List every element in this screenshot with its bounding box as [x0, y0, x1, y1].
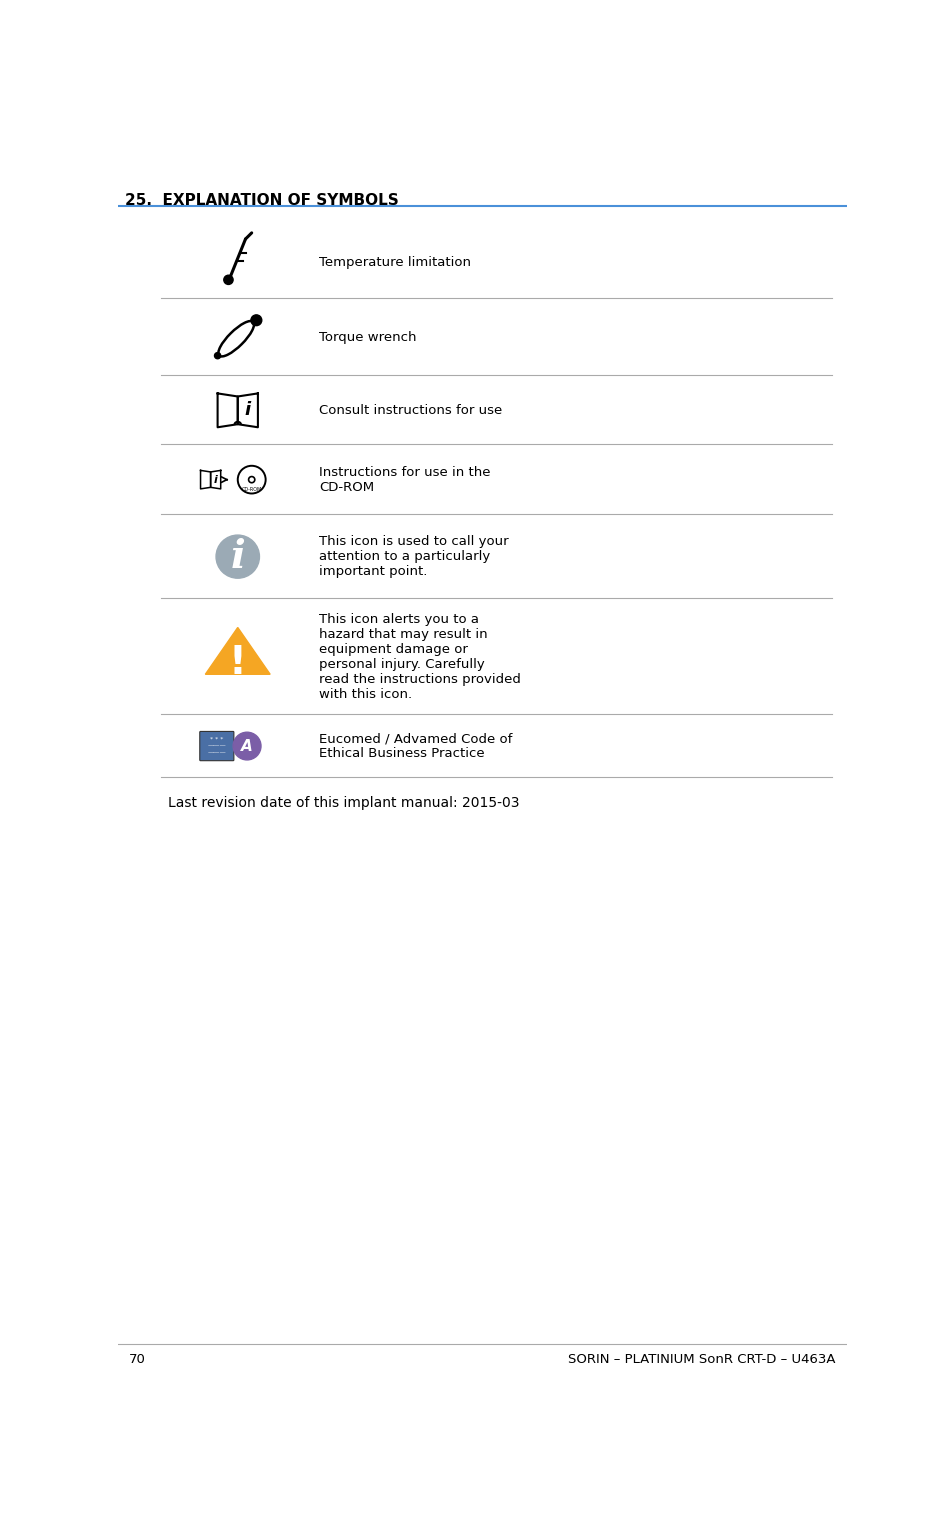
Text: 25.  EXPLANATION OF SYMBOLS: 25. EXPLANATION OF SYMBOLS	[125, 193, 399, 208]
Text: 70: 70	[129, 1352, 146, 1366]
Circle shape	[216, 535, 260, 578]
Polygon shape	[205, 627, 270, 675]
Text: Eucomed / Advamed Code of
Ethical Business Practice: Eucomed / Advamed Code of Ethical Busine…	[319, 733, 513, 760]
Text: Temperature limitation: Temperature limitation	[319, 256, 471, 268]
Text: This icon alerts you to a
hazard that may result in
equipment damage or
personal: This icon alerts you to a hazard that ma…	[319, 613, 521, 701]
Text: !: !	[229, 644, 247, 682]
Circle shape	[215, 353, 221, 359]
Text: i: i	[245, 402, 251, 420]
Text: Torque wrench: Torque wrench	[319, 331, 417, 343]
Circle shape	[251, 314, 262, 325]
Text: Instructions for use in the
CD-ROM: Instructions for use in the CD-ROM	[319, 466, 490, 494]
Text: SORIN – PLATINIUM SonR CRT-D – U463A: SORIN – PLATINIUM SonR CRT-D – U463A	[567, 1352, 836, 1366]
Text: Consult instructions for use: Consult instructions for use	[319, 403, 502, 417]
Text: i: i	[231, 538, 245, 575]
Text: This icon is used to call your
attention to a particularly
important point.: This icon is used to call your attention…	[319, 535, 509, 578]
Text: CD-ROM: CD-ROM	[242, 487, 262, 492]
Circle shape	[224, 276, 233, 285]
Text: i: i	[214, 475, 217, 484]
FancyBboxPatch shape	[199, 731, 234, 760]
Text: Last revision date of this implant manual: 2015-03: Last revision date of this implant manua…	[168, 796, 519, 809]
Circle shape	[233, 733, 261, 760]
Text: * * *
———
———: * * * ——— ———	[207, 737, 226, 756]
Text: A: A	[241, 739, 253, 754]
